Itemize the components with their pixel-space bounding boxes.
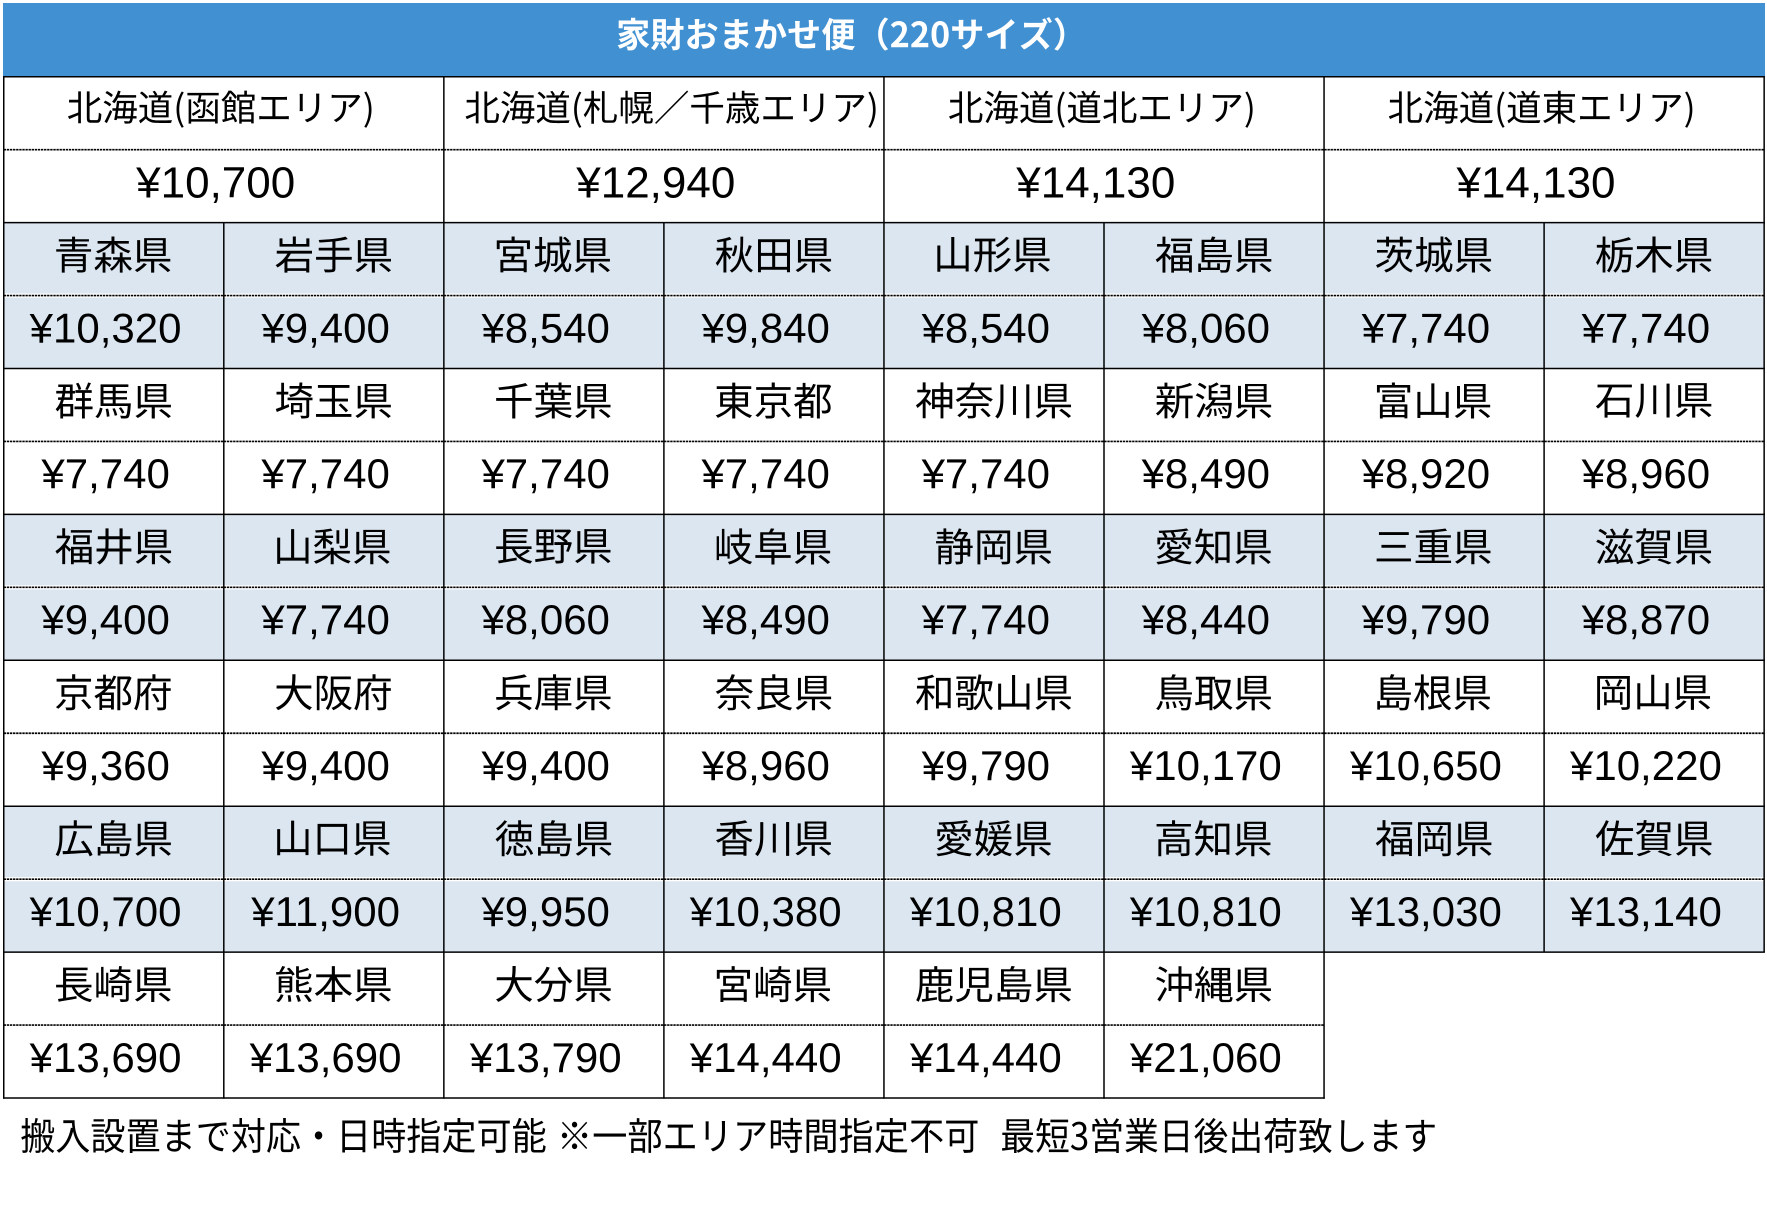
svg-text:¥9,400: ¥9,400 (260, 304, 389, 351)
svg-text:¥13,030: ¥13,030 (1349, 888, 1502, 935)
svg-text:¥8,920: ¥8,920 (1361, 450, 1490, 497)
svg-text:¥21,060: ¥21,060 (1129, 1034, 1282, 1081)
svg-text:¥9,400: ¥9,400 (260, 742, 389, 789)
svg-text:¥9,790: ¥9,790 (921, 742, 1050, 789)
svg-text:¥9,400: ¥9,400 (40, 596, 169, 643)
svg-text:¥8,490: ¥8,490 (700, 596, 829, 643)
svg-text:¥11,900: ¥11,900 (250, 888, 400, 935)
svg-text:¥10,320: ¥10,320 (29, 304, 182, 351)
svg-text:¥9,400: ¥9,400 (480, 742, 609, 789)
svg-text:¥8,490: ¥8,490 (1141, 450, 1270, 497)
svg-text:¥10,810: ¥10,810 (1129, 888, 1282, 935)
svg-text:¥7,740: ¥7,740 (260, 596, 389, 643)
svg-text:¥7,740: ¥7,740 (921, 450, 1050, 497)
svg-text:¥7,740: ¥7,740 (1361, 304, 1490, 351)
svg-text:¥8,060: ¥8,060 (1141, 304, 1270, 351)
svg-text:¥10,700: ¥10,700 (29, 888, 182, 935)
svg-text:¥7,740: ¥7,740 (1581, 304, 1710, 351)
svg-text:¥8,960: ¥8,960 (1581, 450, 1710, 497)
svg-text:¥9,360: ¥9,360 (40, 742, 169, 789)
svg-text:¥10,170: ¥10,170 (1129, 742, 1282, 789)
svg-text:¥8,440: ¥8,440 (1141, 596, 1270, 643)
svg-text:¥7,740: ¥7,740 (40, 450, 169, 497)
svg-text:¥9,840: ¥9,840 (700, 304, 829, 351)
svg-text:¥14,440: ¥14,440 (689, 1034, 842, 1081)
svg-text:¥8,960: ¥8,960 (700, 742, 829, 789)
svg-text:¥8,870: ¥8,870 (1581, 596, 1710, 643)
svg-text:¥14,130: ¥14,130 (1455, 159, 1615, 208)
svg-text:¥10,700: ¥10,700 (135, 159, 295, 208)
svg-text:¥13,140: ¥13,140 (1569, 888, 1722, 935)
svg-text:¥10,380: ¥10,380 (689, 888, 842, 935)
svg-text:¥10,650: ¥10,650 (1349, 742, 1502, 789)
svg-text:¥9,790: ¥9,790 (1361, 596, 1490, 643)
svg-text:¥8,540: ¥8,540 (921, 304, 1050, 351)
svg-text:¥10,220: ¥10,220 (1569, 742, 1722, 789)
svg-text:¥12,940: ¥12,940 (575, 159, 735, 208)
svg-text:¥7,740: ¥7,740 (700, 450, 829, 497)
svg-text:¥10,810: ¥10,810 (909, 888, 1062, 935)
svg-text:¥8,060: ¥8,060 (480, 596, 609, 643)
svg-text:¥14,130: ¥14,130 (1015, 159, 1175, 208)
svg-text:¥13,790: ¥13,790 (469, 1034, 622, 1081)
svg-text:¥13,690: ¥13,690 (29, 1034, 182, 1081)
svg-text:¥9,950: ¥9,950 (480, 888, 609, 935)
svg-text:¥13,690: ¥13,690 (249, 1034, 402, 1081)
svg-text:¥7,740: ¥7,740 (260, 450, 389, 497)
svg-text:¥8,540: ¥8,540 (480, 304, 609, 351)
svg-text:¥7,740: ¥7,740 (921, 596, 1050, 643)
svg-text:¥7,740: ¥7,740 (480, 450, 609, 497)
svg-text:¥14,440: ¥14,440 (909, 1034, 1062, 1081)
